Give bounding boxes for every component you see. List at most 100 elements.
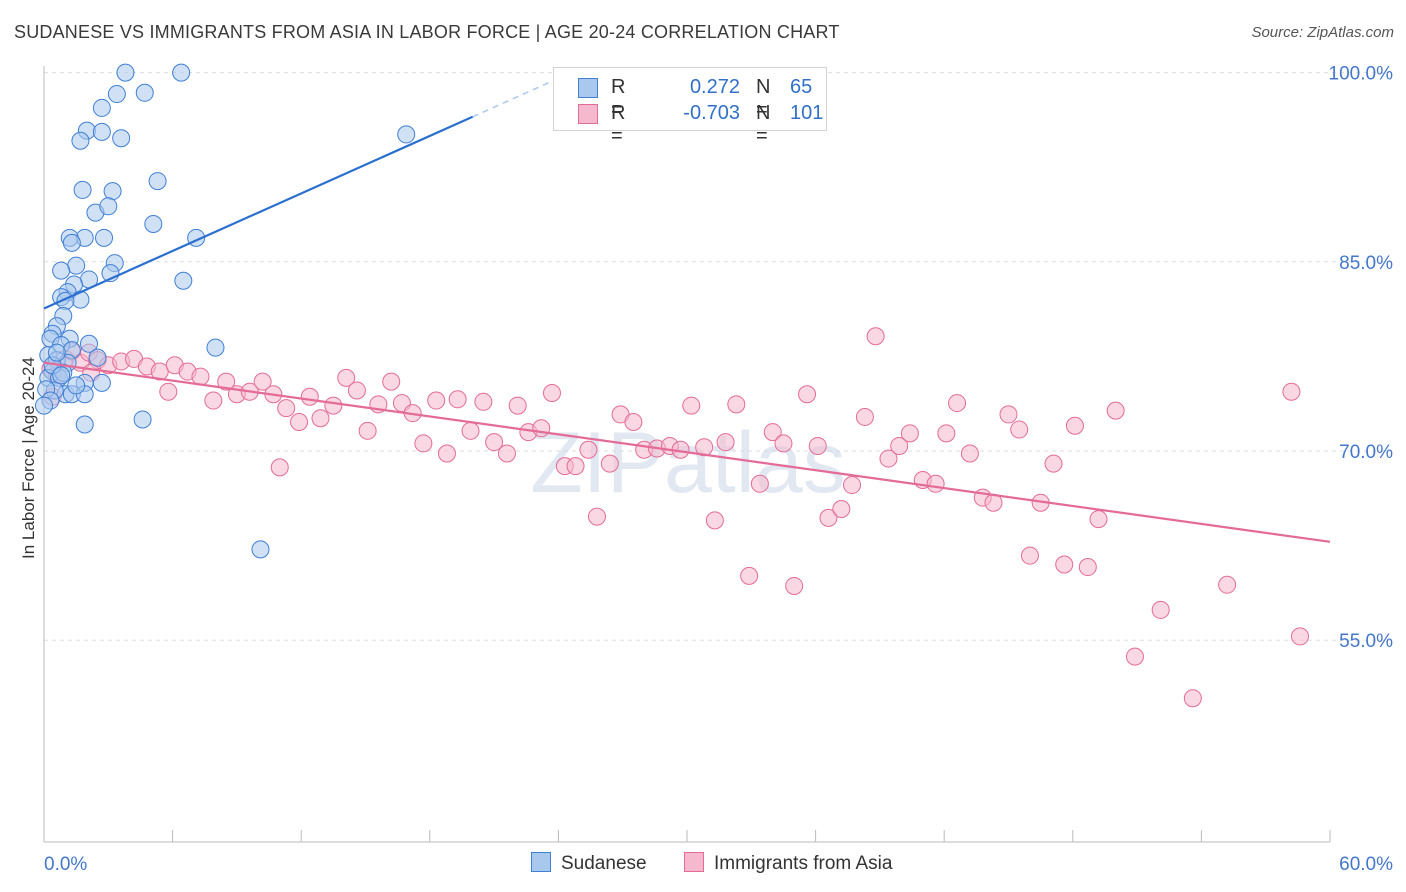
legend-r-value-pink: -0.703 xyxy=(683,102,740,124)
data-point xyxy=(740,566,759,585)
data-point xyxy=(1055,555,1074,574)
correlation-legend: R = 0.272 N = 65 R = -0.703 N = 101 xyxy=(553,67,827,147)
data-point xyxy=(382,372,401,391)
data-point xyxy=(497,444,516,463)
data-point xyxy=(427,391,446,410)
legend-r-value-blue: 0.272 xyxy=(689,76,740,98)
data-point xyxy=(798,385,817,404)
data-point xyxy=(67,376,86,395)
axes xyxy=(43,66,1331,843)
data-point xyxy=(150,362,169,381)
data-point xyxy=(217,372,236,391)
data-point xyxy=(508,396,527,415)
data-point xyxy=(148,172,167,191)
bottom-legend-sudanese: Sudanese xyxy=(531,852,647,875)
bottom-legend-immigrants: Immigrants from Asia xyxy=(684,852,892,875)
data-point xyxy=(397,125,416,144)
data-point xyxy=(926,474,945,493)
y-tick-labels: 100.0% 85.0% 70.0% 55.0% xyxy=(1329,64,1394,653)
data-point xyxy=(1183,689,1202,708)
data-point xyxy=(103,182,122,201)
data-point xyxy=(785,576,804,595)
data-point xyxy=(999,405,1018,424)
data-point xyxy=(204,391,223,410)
data-point xyxy=(832,500,851,519)
data-point xyxy=(579,440,598,459)
data-point xyxy=(461,421,480,440)
legend-n-value-pink: 101 xyxy=(790,102,824,124)
data-point xyxy=(774,434,793,453)
data-point xyxy=(35,396,53,415)
data-point xyxy=(600,454,619,473)
data-point xyxy=(879,449,898,468)
trend-line-immigrants xyxy=(43,361,1331,543)
data-point xyxy=(92,98,111,117)
data-point xyxy=(174,271,193,290)
data-point xyxy=(253,372,272,391)
data-point xyxy=(112,129,131,148)
data-point xyxy=(47,343,66,362)
data-point xyxy=(144,214,163,233)
legend-swatch-blue xyxy=(531,852,551,872)
legend-label-sudanese: Sudanese xyxy=(561,853,647,874)
chart-title: SUDANESE VS IMMIGRANTS FROM ASIA IN LABO… xyxy=(14,22,840,42)
data-point xyxy=(73,180,92,199)
data-point xyxy=(866,327,885,346)
y-axis-label: In Labor Force | Age 20-24 xyxy=(19,357,38,559)
data-point xyxy=(290,412,309,431)
trend-line-sudanese xyxy=(43,115,474,310)
data-point xyxy=(324,396,343,415)
data-point xyxy=(358,421,377,440)
data-point xyxy=(937,424,956,443)
data-point xyxy=(67,256,86,275)
data-point xyxy=(890,436,909,455)
legend-n-label: N = xyxy=(756,102,771,147)
data-point xyxy=(311,409,330,428)
data-point xyxy=(300,387,319,406)
data-point xyxy=(172,63,191,82)
chart-source: Source: ZipAtlas.com xyxy=(1251,24,1394,41)
data-point xyxy=(532,419,551,438)
data-point xyxy=(843,476,862,495)
data-point xyxy=(1010,420,1029,439)
legend-r-label: R = xyxy=(611,76,626,121)
x-tick-label-min: 0.0% xyxy=(44,854,87,875)
x-tick-label-max: 60.0% xyxy=(1339,854,1393,875)
data-point xyxy=(1151,600,1170,619)
series-sudanese xyxy=(35,63,416,559)
legend-label-immigrants: Immigrants from Asia xyxy=(714,853,893,874)
data-point xyxy=(1290,627,1309,646)
data-point xyxy=(587,507,606,526)
data-point xyxy=(71,131,90,150)
data-point xyxy=(251,540,270,559)
data-point xyxy=(107,85,126,104)
data-point xyxy=(1020,546,1039,565)
data-point xyxy=(99,197,118,216)
y-tick-label: 85.0% xyxy=(1339,253,1393,274)
data-point xyxy=(624,412,643,431)
data-point xyxy=(347,381,366,400)
data-point xyxy=(1078,558,1097,577)
data-point xyxy=(1218,575,1237,594)
data-point xyxy=(716,433,735,452)
data-point xyxy=(960,444,979,463)
data-point xyxy=(135,83,154,102)
data-point xyxy=(763,423,782,442)
data-point xyxy=(474,392,493,411)
data-point xyxy=(1106,401,1125,420)
data-point xyxy=(80,334,99,353)
data-point xyxy=(948,394,967,413)
legend-swatch-pink xyxy=(578,104,598,124)
data-point xyxy=(92,373,111,392)
data-point xyxy=(1044,454,1063,473)
data-point xyxy=(542,383,561,402)
data-point xyxy=(1125,647,1144,666)
y-tick-label: 55.0% xyxy=(1339,631,1393,652)
data-point xyxy=(1089,510,1108,529)
data-point xyxy=(277,399,296,418)
data-point xyxy=(159,382,178,401)
y-tick-label: 70.0% xyxy=(1339,442,1393,463)
data-point xyxy=(448,390,467,409)
data-point xyxy=(75,415,94,434)
